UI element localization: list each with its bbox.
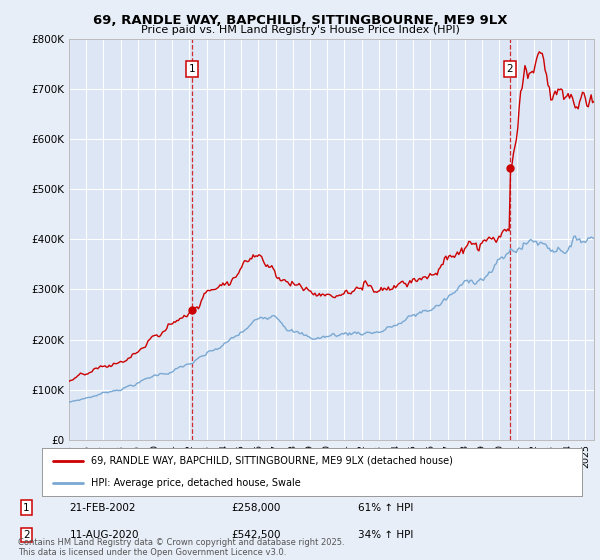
Text: £258,000: £258,000 [231,502,280,512]
Text: £542,500: £542,500 [231,530,280,540]
Text: HPI: Average price, detached house, Swale: HPI: Average price, detached house, Swal… [91,478,301,488]
Text: 11-AUG-2020: 11-AUG-2020 [70,530,139,540]
Text: 69, RANDLE WAY, BAPCHILD, SITTINGBOURNE, ME9 9LX (detached house): 69, RANDLE WAY, BAPCHILD, SITTINGBOURNE,… [91,456,452,466]
Text: 2: 2 [23,530,30,540]
Text: 61% ↑ HPI: 61% ↑ HPI [358,502,413,512]
Text: 1: 1 [23,502,30,512]
Text: 2: 2 [506,64,514,74]
Text: 34% ↑ HPI: 34% ↑ HPI [358,530,413,540]
Text: 69, RANDLE WAY, BAPCHILD, SITTINGBOURNE, ME9 9LX: 69, RANDLE WAY, BAPCHILD, SITTINGBOURNE,… [93,14,507,27]
Text: 21-FEB-2002: 21-FEB-2002 [70,502,136,512]
Text: Price paid vs. HM Land Registry's House Price Index (HPI): Price paid vs. HM Land Registry's House … [140,25,460,35]
Text: 1: 1 [188,64,195,74]
Text: Contains HM Land Registry data © Crown copyright and database right 2025.
This d: Contains HM Land Registry data © Crown c… [18,538,344,557]
